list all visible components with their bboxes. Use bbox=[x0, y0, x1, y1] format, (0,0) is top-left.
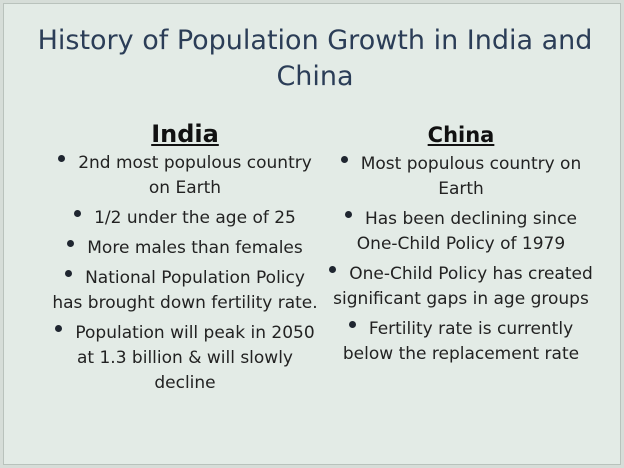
china-bullet-text: Most populous country on Earth bbox=[360, 154, 582, 199]
india-bullet-text: 1/2 under the age of 25 bbox=[94, 208, 296, 228]
china-bullet-text: Has been declining since One-Child Polic… bbox=[356, 209, 578, 254]
india-bullet-text: More males than females bbox=[87, 238, 303, 258]
india-bullet: More males than females bbox=[45, 236, 325, 261]
india-bullet: 1/2 under the age of 25 bbox=[45, 206, 325, 231]
bullet-dot-icon bbox=[340, 156, 348, 163]
bullet-dot-icon bbox=[74, 210, 82, 217]
india-heading: India bbox=[151, 120, 219, 148]
bullet-dot-icon bbox=[348, 321, 356, 328]
india-bullet-text: National Population Policy has brought d… bbox=[52, 268, 318, 313]
china-bullet-text: Fertility rate is currently below the re… bbox=[342, 319, 580, 364]
bullet-dot-icon bbox=[58, 155, 66, 162]
india-column: India 2nd most populous country on Earth… bbox=[45, 120, 325, 401]
china-bullet: One-Child Policy has created significant… bbox=[321, 262, 601, 312]
slide-title: History of Population Growth in India an… bbox=[37, 25, 593, 92]
china-bullet: Fertility rate is currently below the re… bbox=[321, 317, 601, 367]
bullet-dot-icon bbox=[67, 240, 75, 247]
china-bullet-text: One-Child Policy has created significant… bbox=[333, 264, 593, 309]
india-bullet-list: 2nd most populous country on Earth 1/2 u… bbox=[45, 151, 325, 396]
india-bullet-text: Population will peak in 2050 at 1.3 bill… bbox=[75, 323, 315, 393]
bullet-dot-icon bbox=[329, 266, 337, 273]
china-heading: China bbox=[427, 123, 495, 147]
india-bullet: 2nd most populous country on Earth bbox=[45, 151, 325, 201]
china-bullet-list: Most populous country on Earth Has been … bbox=[321, 152, 601, 367]
china-bullet: Most populous country on Earth bbox=[321, 152, 601, 202]
china-column: China Most populous country on Earth Has… bbox=[321, 120, 601, 372]
india-bullet: National Population Policy has brought d… bbox=[45, 266, 325, 316]
bullet-dot-icon bbox=[344, 211, 352, 218]
india-bullet: Population will peak in 2050 at 1.3 bill… bbox=[45, 321, 325, 396]
bullet-dot-icon bbox=[55, 325, 63, 332]
india-bullet-text: 2nd most populous country on Earth bbox=[78, 153, 312, 198]
bullet-dot-icon bbox=[65, 270, 73, 277]
china-bullet: Has been declining since One-Child Polic… bbox=[321, 207, 601, 257]
